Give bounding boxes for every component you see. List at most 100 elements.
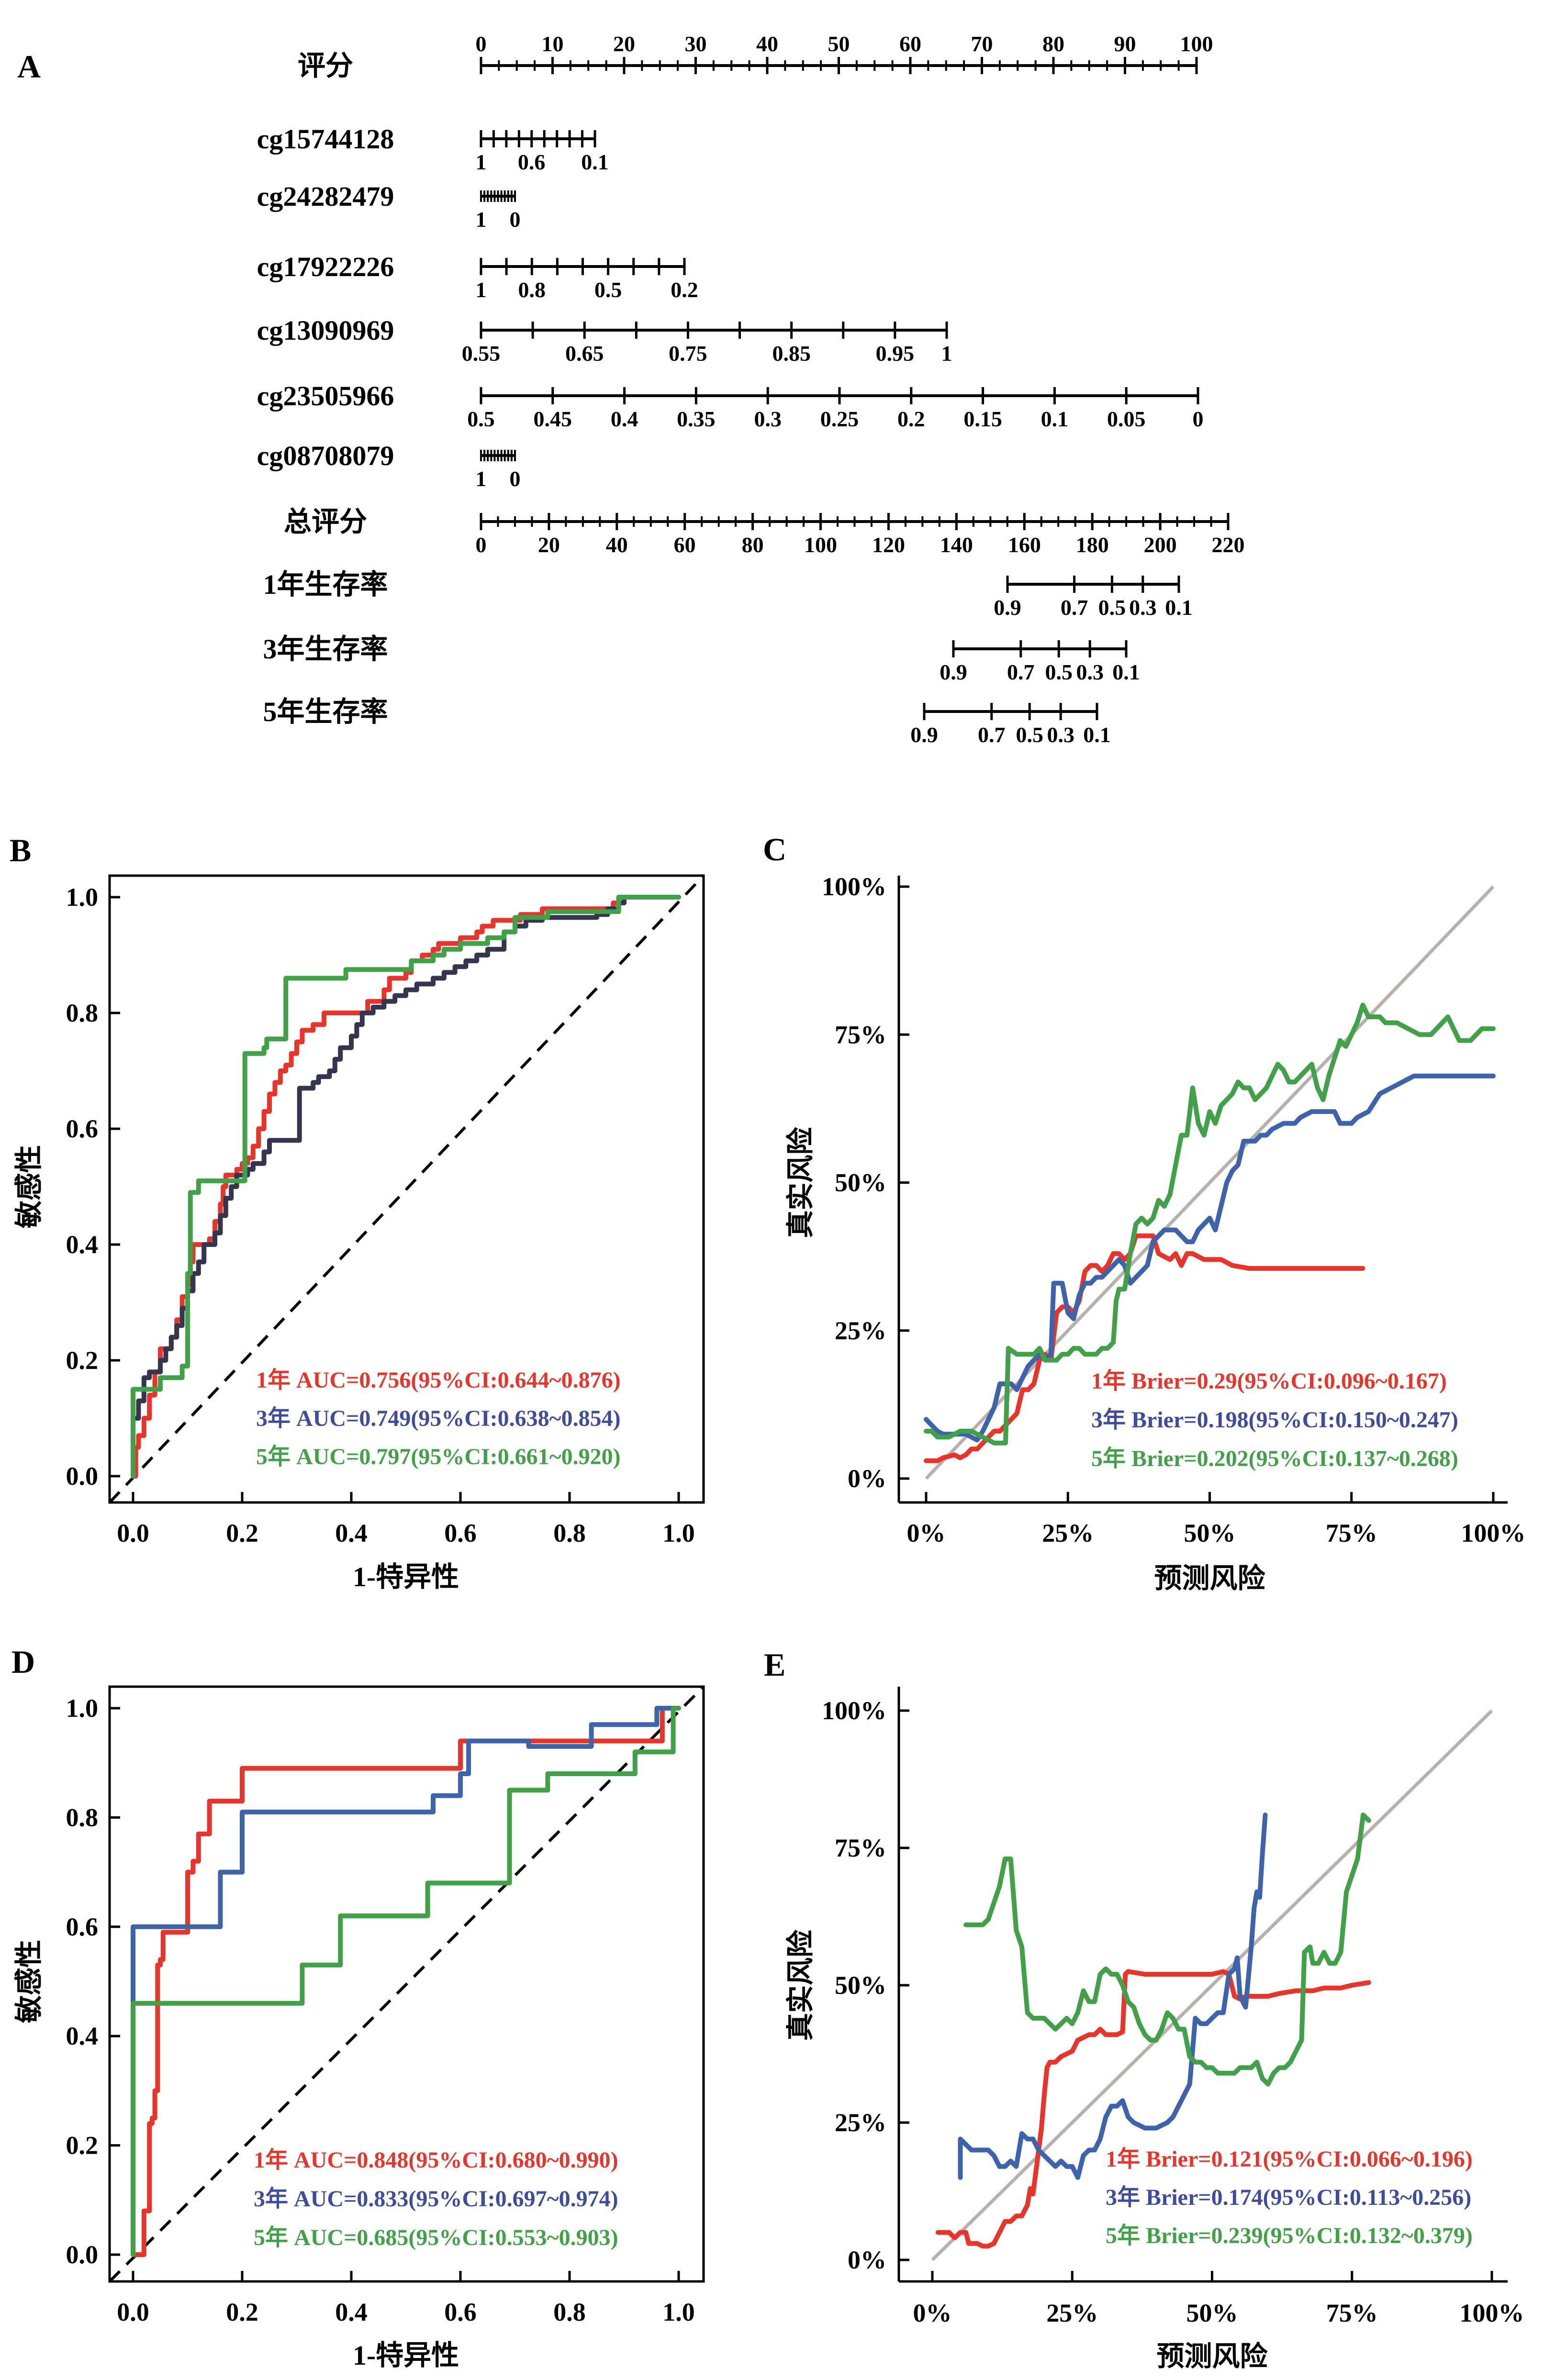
nomo-tick-label: 60 xyxy=(674,533,696,557)
nomo-tick-label: 40 xyxy=(606,533,628,557)
x-tick-label: 75% xyxy=(1326,2299,1378,2327)
nomo-tick-label: 0.7 xyxy=(1061,595,1088,620)
nomo-tick-label: 0.3 xyxy=(1076,660,1104,684)
nomo-tick-label: 0.55 xyxy=(462,341,501,366)
x-tick-label: 50% xyxy=(1184,1519,1236,1547)
x-tick-label: 25% xyxy=(1046,2299,1098,2327)
y-tick-label: 0.8 xyxy=(66,1803,99,1832)
panel-label-e: E xyxy=(764,1646,786,1683)
nomo-tick-label: 1 xyxy=(476,150,487,174)
nomo-tick-label: 0.9 xyxy=(940,660,967,684)
legend-item-B-3: 5年 AUC=0.797(95%CI:0.661~0.920) xyxy=(256,1444,621,1469)
y-tick-label: 25% xyxy=(835,2108,886,2137)
nomo-tick-label: 10 xyxy=(542,32,564,56)
nomo-tick-label: 0 xyxy=(476,533,487,557)
plot-frame xyxy=(108,1685,705,2283)
plot-frame xyxy=(108,874,705,1504)
nomo-tick-label: 180 xyxy=(1076,533,1109,557)
nomo-tick-label: 0.5 xyxy=(1016,723,1043,747)
nomo-tick-label: 1 xyxy=(476,278,487,302)
nomo-tick-label: 0.25 xyxy=(820,407,859,431)
nomo-row-cg08708079: cg08708079 1 0 xyxy=(257,440,521,491)
curve-B-5年 xyxy=(131,895,681,1479)
nomo-tick-label: 30 xyxy=(685,32,707,56)
x-tick-label: 1.0 xyxy=(662,2298,695,2326)
curve-C-5年 xyxy=(924,1002,1496,1446)
nomo-row-label: cg15744128 xyxy=(257,123,394,155)
nomo-row-label: cg17922226 xyxy=(257,251,394,282)
y-tick-label: 50% xyxy=(835,1971,886,2000)
y-tick-label: 0.8 xyxy=(66,999,99,1027)
y-tick-label: 0.4 xyxy=(66,2022,99,2050)
nomo-row-label: 3年生存率 xyxy=(263,634,388,665)
nomo-tick-label: 0.3 xyxy=(754,407,782,431)
curve-D-5年 xyxy=(131,1706,681,2257)
nomo-tick-label: 80 xyxy=(742,533,764,557)
nomo-tick-label: 0 xyxy=(510,207,521,232)
legend-item-B-2: 3年 AUC=0.749(95%CI:0.638~0.854) xyxy=(256,1406,621,1431)
nomo-tick-label: 0.6 xyxy=(518,150,546,174)
x-tick-label: 75% xyxy=(1326,1519,1377,1547)
x-tick-label: 0.0 xyxy=(117,2298,149,2326)
y-tick-label: 0.2 xyxy=(66,2131,99,2160)
legend-item-B-1: 1年 AUC=0.756(95%CI:0.644~0.876) xyxy=(256,1368,621,1393)
nomo-tick-label: 0.9 xyxy=(994,595,1021,620)
legend-item-C-2: 3年 Brier=0.198(95%CI:0.150~0.247) xyxy=(1091,1407,1458,1433)
nomo-tick-label: 0.1 xyxy=(1041,407,1069,431)
nomo-row-总评分: 总评分 0 20 40 60 80 100 120 140 160 180 200 220 xyxy=(284,506,1245,557)
curve-B-3年 xyxy=(131,895,681,1479)
x-tick-label: 0.6 xyxy=(444,1519,477,1547)
curve-D-3年 xyxy=(131,1706,681,2257)
legend-item-D-3: 5年 AUC=0.685(95%CI:0.553~0.903) xyxy=(254,2225,618,2250)
x-tick-label: 0% xyxy=(907,1519,946,1547)
nomo-tick-label: 0.1 xyxy=(581,150,609,174)
nomo-tick-label: 20 xyxy=(538,533,560,557)
nomo-tick-label: 0.2 xyxy=(671,278,698,302)
nomo-row-cg13090969: cg13090969 0.55 0.65 0.75 0.85 0.95 1 xyxy=(257,315,952,366)
nomo-row-label: cg08708079 xyxy=(257,440,394,471)
panel-label-a: A xyxy=(17,48,41,85)
y-tick-label: 0.0 xyxy=(66,2240,99,2269)
nomo-row-label: 1年生存率 xyxy=(263,569,388,600)
y-tick-label: 0% xyxy=(848,2246,886,2274)
nomo-tick-label: 90 xyxy=(1114,32,1136,56)
x-tick-label: 100% xyxy=(1460,2299,1524,2327)
nomo-tick-label: 0.45 xyxy=(534,407,572,431)
nomo-tick-label: 20 xyxy=(613,32,635,56)
nomo-row-3年生存率: 3年生存率 0.9 0.7 0.5 0.3 0.1 xyxy=(263,634,1140,684)
nomo-tick-label: 220 xyxy=(1212,533,1245,557)
nomo-tick-label: 100 xyxy=(1180,32,1213,56)
legend-item-E-2: 3年 Brier=0.174(95%CI:0.113~0.256) xyxy=(1106,2185,1471,2210)
nomo-row-5年生存率: 5年生存率 0.9 0.7 0.5 0.3 0.1 xyxy=(263,696,1110,747)
nomo-tick-label: 0.5 xyxy=(467,407,495,431)
x-tick-label: 0.2 xyxy=(226,2298,258,2326)
y-tick-label: 100% xyxy=(822,1696,886,1725)
legend-item-C-3: 5年 Brier=0.202(95%CI:0.137~0.268) xyxy=(1091,1446,1458,1471)
panel-C-chart: 0% 25% 50% 75% 100% 0% 25% 50% 75% 100% 1年 Brier=0… xyxy=(785,872,1526,1594)
y-tick-label: 0% xyxy=(848,1464,886,1493)
nomo-tick-label: 0.35 xyxy=(677,407,716,431)
x-tick-label: 0.0 xyxy=(117,1519,149,1547)
nomo-row-label: 评分 xyxy=(298,50,353,81)
nomo-tick-label: 0.1 xyxy=(1165,595,1193,620)
nomo-tick-label: 160 xyxy=(1008,533,1041,557)
nomo-tick-label: 0.3 xyxy=(1047,723,1074,747)
nomo-tick-label: 70 xyxy=(971,32,993,56)
nomo-tick-label: 200 xyxy=(1144,533,1177,557)
panel-label-c: C xyxy=(763,831,787,867)
panel-label-d: D xyxy=(11,1644,35,1680)
x-tick-label: 0.8 xyxy=(553,1519,586,1547)
nomo-row-label: 5年生存率 xyxy=(263,696,388,727)
nomo-tick-label: 0.65 xyxy=(565,341,604,366)
nomo-tick-label: 0.2 xyxy=(897,407,925,431)
y-tick-label: 0.0 xyxy=(66,1462,99,1490)
nomo-row-label: 总评分 xyxy=(284,506,367,537)
nomo-tick-label: 0.9 xyxy=(910,723,938,747)
y-tick-label: 75% xyxy=(835,1834,886,1862)
nomo-row-label: cg23505966 xyxy=(257,380,394,411)
reference-diagonal-dashed xyxy=(108,1685,705,2283)
y-axis-title: 真实风险 xyxy=(785,1127,816,1238)
nomo-row-cg15744128: cg15744128 1 0.6 0.1 xyxy=(257,123,609,174)
nomo-tick-label: 0.1 xyxy=(1083,723,1111,747)
x-axis-title: 预测风险 xyxy=(1156,2341,1268,2372)
